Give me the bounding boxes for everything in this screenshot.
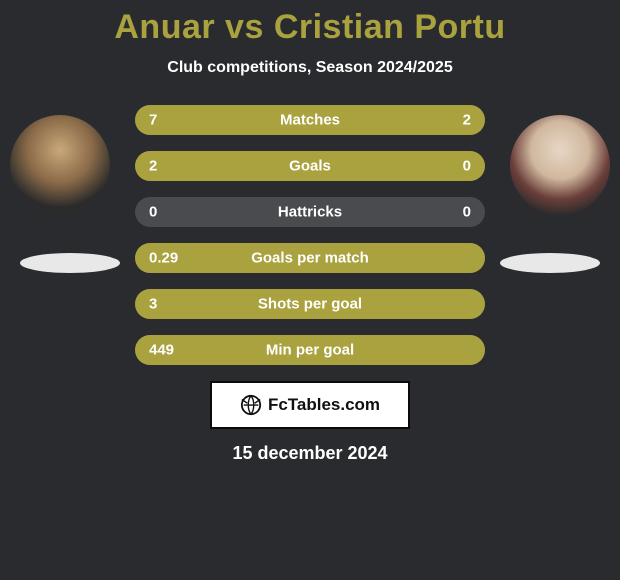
stat-label: Min per goal <box>266 342 354 359</box>
page-title: Anuar vs Cristian Portu <box>0 8 620 47</box>
stat-row: 0 Hattricks 0 <box>135 197 485 227</box>
brand-logo-icon <box>240 394 262 416</box>
subtitle: Club competitions, Season 2024/2025 <box>0 59 620 77</box>
comparison-body: 7 Matches 2 2 Goals 0 0 Hattricks 0 0.29 Goals per… <box>0 105 620 365</box>
stat-value-left: 0 <box>149 204 157 221</box>
comparison-card: Anuar vs Cristian Portu Club competition… <box>0 0 620 464</box>
stat-label: Goals <box>289 158 331 175</box>
stat-value-left: 7 <box>149 112 157 129</box>
player-left-shadow <box>20 253 120 273</box>
stat-label: Goals per match <box>251 250 369 267</box>
stats-list: 7 Matches 2 2 Goals 0 0 Hattricks 0 0.29 Goals per… <box>135 105 485 365</box>
player-right-avatar <box>510 115 610 215</box>
stat-row: 7 Matches 2 <box>135 105 485 135</box>
stat-label: Shots per goal <box>258 296 362 313</box>
stat-value-left: 0.29 <box>149 250 178 267</box>
stat-value-right: 2 <box>463 112 471 129</box>
stat-value-right: 0 <box>463 158 471 175</box>
stat-row: 0.29 Goals per match <box>135 243 485 273</box>
stat-value-left: 3 <box>149 296 157 313</box>
stat-value-left: 449 <box>149 342 174 359</box>
date-label: 15 december 2024 <box>0 443 620 464</box>
player-left-avatar <box>10 115 110 215</box>
stat-label: Matches <box>280 112 340 129</box>
stat-right-fill <box>408 105 485 135</box>
brand-badge: FcTables.com <box>210 381 410 429</box>
stat-value-left: 2 <box>149 158 157 175</box>
stat-label: Hattricks <box>278 204 342 221</box>
stat-left-fill <box>135 105 408 135</box>
stat-row: 2 Goals 0 <box>135 151 485 181</box>
stat-row: 3 Shots per goal <box>135 289 485 319</box>
brand-text: FcTables.com <box>268 395 380 415</box>
player-right-shadow <box>500 253 600 273</box>
stat-value-right: 0 <box>463 204 471 221</box>
stat-row: 449 Min per goal <box>135 335 485 365</box>
